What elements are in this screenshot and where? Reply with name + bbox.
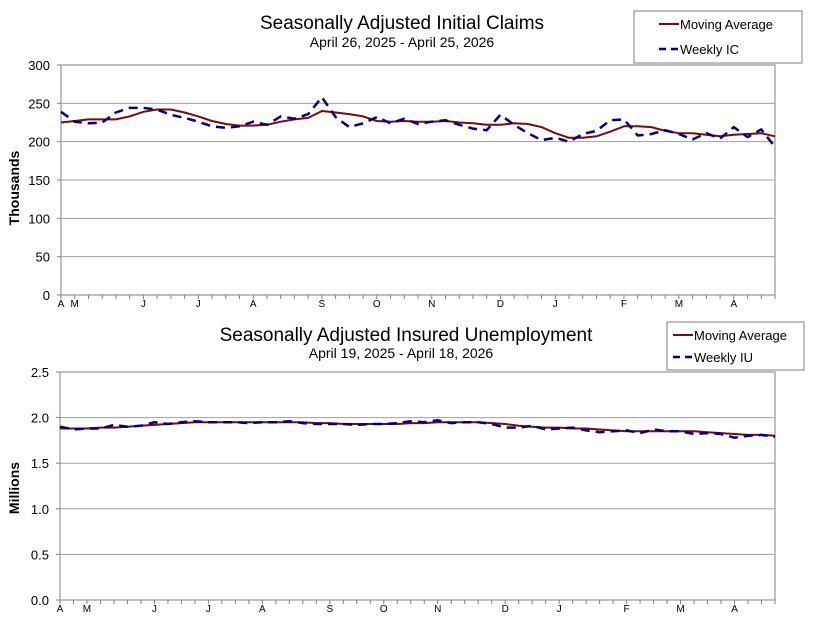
chart-subtitle: April 26, 2025 - April 25, 2026 [310,34,495,50]
y-tick-labels: 0 50 100 150 200 250 300 [28,58,61,303]
y-axis-label: Thousands [6,150,22,225]
x-tick-label: S [319,299,326,310]
y-tick-label: 1.5 [31,456,49,471]
x-tick-label: M [83,604,91,615]
y-axis-label: Millions [6,462,22,514]
legend-weekly-iu-label: Weekly IU [694,350,753,365]
weekly-line [59,419,776,439]
x-tick-label: J [553,299,558,310]
x-tick-label: N [428,299,435,310]
x-tick-label: J [141,299,146,310]
x-tick-label: M [676,604,684,615]
x-tick-label: F [624,604,630,615]
y-tick-label: 250 [28,96,50,111]
insured-unemployment-chart: Seasonally Adjusted Insured Unemployment… [6,321,805,615]
x-tick-label: J [152,604,157,615]
x-tick-label: D [502,604,509,615]
y-tick-label: 0.0 [31,593,49,608]
initial-claims-chart: Seasonally Adjusted Initial Claims April… [6,10,803,310]
x-tick-label: A [57,604,64,615]
legend-box [666,321,805,371]
y-tick-label: 200 [28,135,50,150]
x-tick-label: A [731,604,738,615]
y-tick-label: 50 [36,250,50,265]
x-tick-label: D [497,299,504,310]
moving-average-line [60,108,776,139]
plot-area [59,371,776,601]
x-tick-label: N [434,604,441,615]
series-lines [59,419,776,439]
chart-subtitle: April 19, 2025 - April 18, 2026 [309,345,494,361]
x-tick-label: O [373,299,381,310]
y-tick-label: 2.5 [31,365,49,380]
x-tick-label: A [58,299,65,310]
y-tick-label: 0.5 [31,547,49,562]
y-tick-labels: 0.0 0.5 1.0 1.5 2.0 2.5 [31,365,60,608]
series-lines [60,95,776,148]
legend-weekly-ic-label: Weekly IC [680,42,739,57]
y-tick-label: 100 [28,211,50,226]
y-tick-label: 300 [28,58,50,73]
y-tick-label: 150 [28,173,50,188]
x-tick-label: J [196,299,201,310]
gridlines [61,102,775,258]
y-tick-label: 2.0 [31,411,49,426]
x-tick-label: J [206,604,211,615]
y-tick-label: 0 [43,288,50,303]
chart-title: Seasonally Adjusted Initial Claims [260,13,544,34]
legend-moving-average-label: Moving Average [694,328,787,343]
legend: Moving Average Weekly IU [666,321,805,371]
x-tick-label: M [675,299,683,310]
x-tick-label: F [621,299,627,310]
x-tick-label: O [380,604,388,615]
x-tick-label: M [71,299,79,310]
gridlines [60,417,775,555]
x-tick-label: A [730,299,737,310]
x-tick-label: J [557,604,562,615]
y-tick-label: 1.0 [31,502,49,517]
legend-box [633,10,803,64]
chart-title: Seasonally Adjusted Insured Unemployment [220,325,594,346]
weekly-line [60,95,776,148]
x-tick-label: A [259,604,266,615]
legend: Moving Average Weekly IC [633,10,803,64]
x-tick-label: A [250,299,257,310]
x-tick-label: S [326,604,333,615]
legend-moving-average-label: Moving Average [680,17,773,32]
